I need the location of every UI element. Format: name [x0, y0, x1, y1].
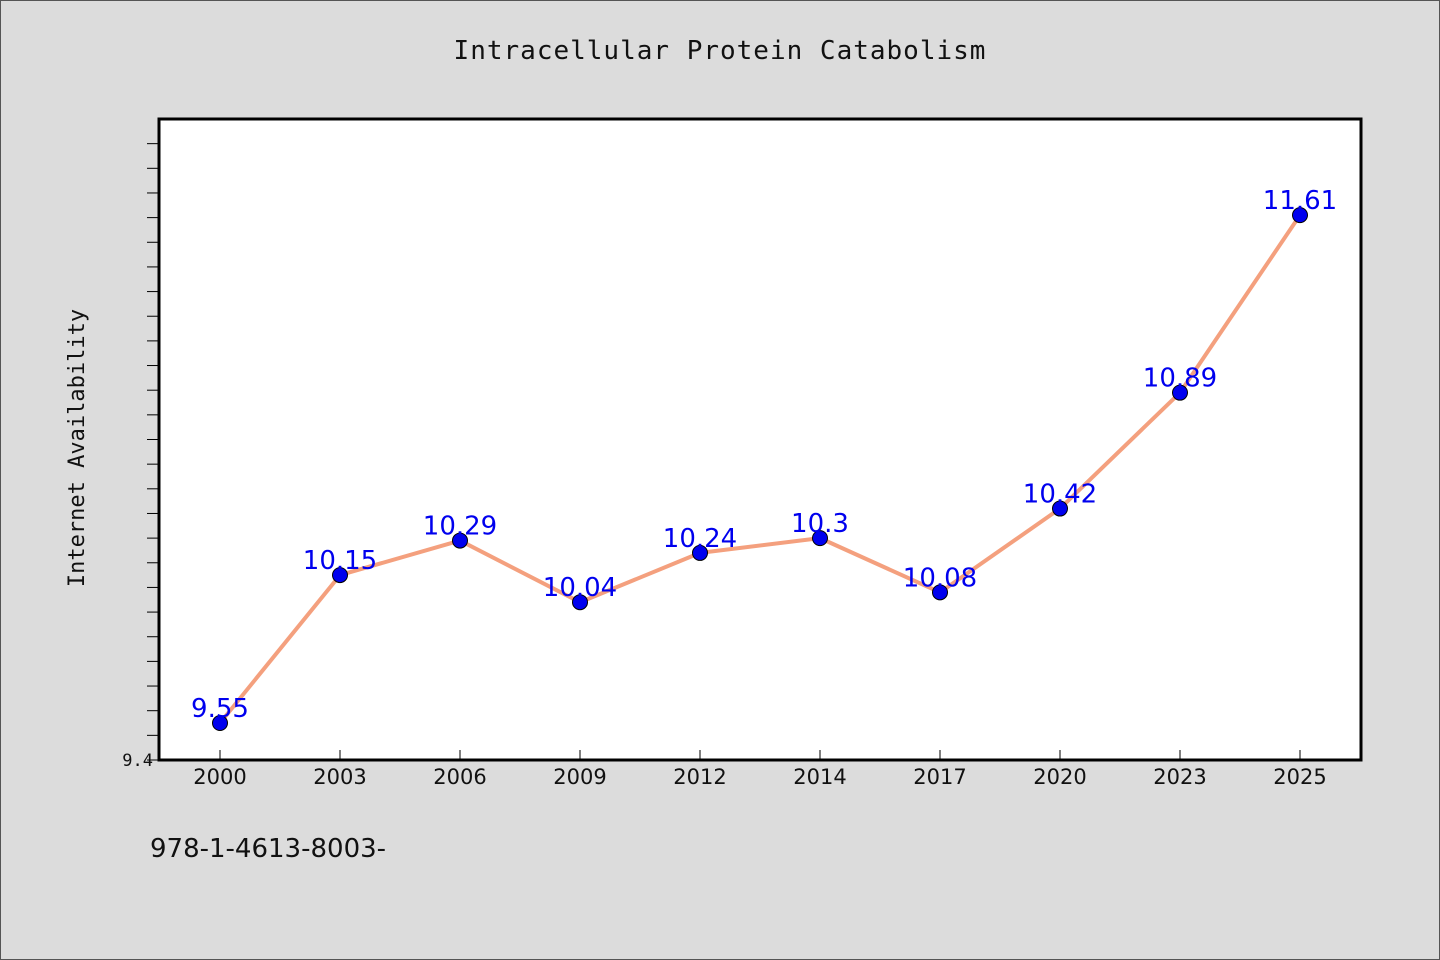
y-tick-label: 9.4	[122, 751, 153, 771]
data-label: 9.55	[191, 694, 249, 724]
data-label: 10.29	[423, 512, 497, 542]
x-tick-label: 2003	[313, 765, 366, 789]
x-tick-label: 2006	[433, 765, 486, 789]
data-label: 10.24	[663, 524, 737, 554]
data-point	[212, 715, 228, 732]
data-label: 10.08	[903, 563, 977, 593]
x-tick-label: 2000	[193, 765, 246, 789]
x-tick-label: 2012	[673, 765, 726, 789]
x-axis-ticks: 2000 2003 2006 2009 2012 2014 2017 2020 2023 2025	[193, 750, 1327, 789]
y-axis-ticks: 9.4	[122, 143, 159, 771]
x-tick-label: 2025	[1273, 765, 1326, 789]
y-axis-label: Internet Availability	[65, 309, 90, 587]
x-tick-label: 2017	[913, 765, 966, 789]
data-point	[1172, 384, 1188, 401]
data-points	[212, 207, 1308, 732]
data-point	[572, 594, 588, 611]
data-label: 10.04	[543, 573, 617, 603]
data-label: 10.89	[1143, 364, 1217, 394]
data-point	[452, 532, 468, 549]
x-tick-label: 2023	[1153, 765, 1206, 789]
data-point	[1052, 500, 1068, 517]
data-label: 11.61	[1263, 186, 1337, 216]
data-point	[812, 530, 828, 547]
data-point	[332, 567, 348, 584]
data-point	[1292, 207, 1308, 224]
data-label: 10.42	[1023, 480, 1097, 510]
x-tick-label: 2009	[553, 765, 606, 789]
plot-area	[157, 117, 1363, 762]
data-point	[692, 544, 708, 561]
series-line	[218, 213, 1302, 726]
x-tick-label: 2020	[1033, 765, 1086, 789]
data-label: 10.15	[303, 546, 377, 576]
data-label: 10.3	[791, 509, 849, 539]
chart-title: Intracellular Protein Catabolism	[453, 36, 987, 66]
footer-code: 978-1-4613-8003-	[150, 834, 387, 864]
series-line-group	[218, 213, 1302, 726]
data-point	[932, 584, 948, 601]
data-labels: 9.55 10.15 10.29 10.04 10.24 10.3 10.08 10.42 10…	[191, 186, 1337, 724]
x-tick-label: 2014	[793, 765, 846, 789]
